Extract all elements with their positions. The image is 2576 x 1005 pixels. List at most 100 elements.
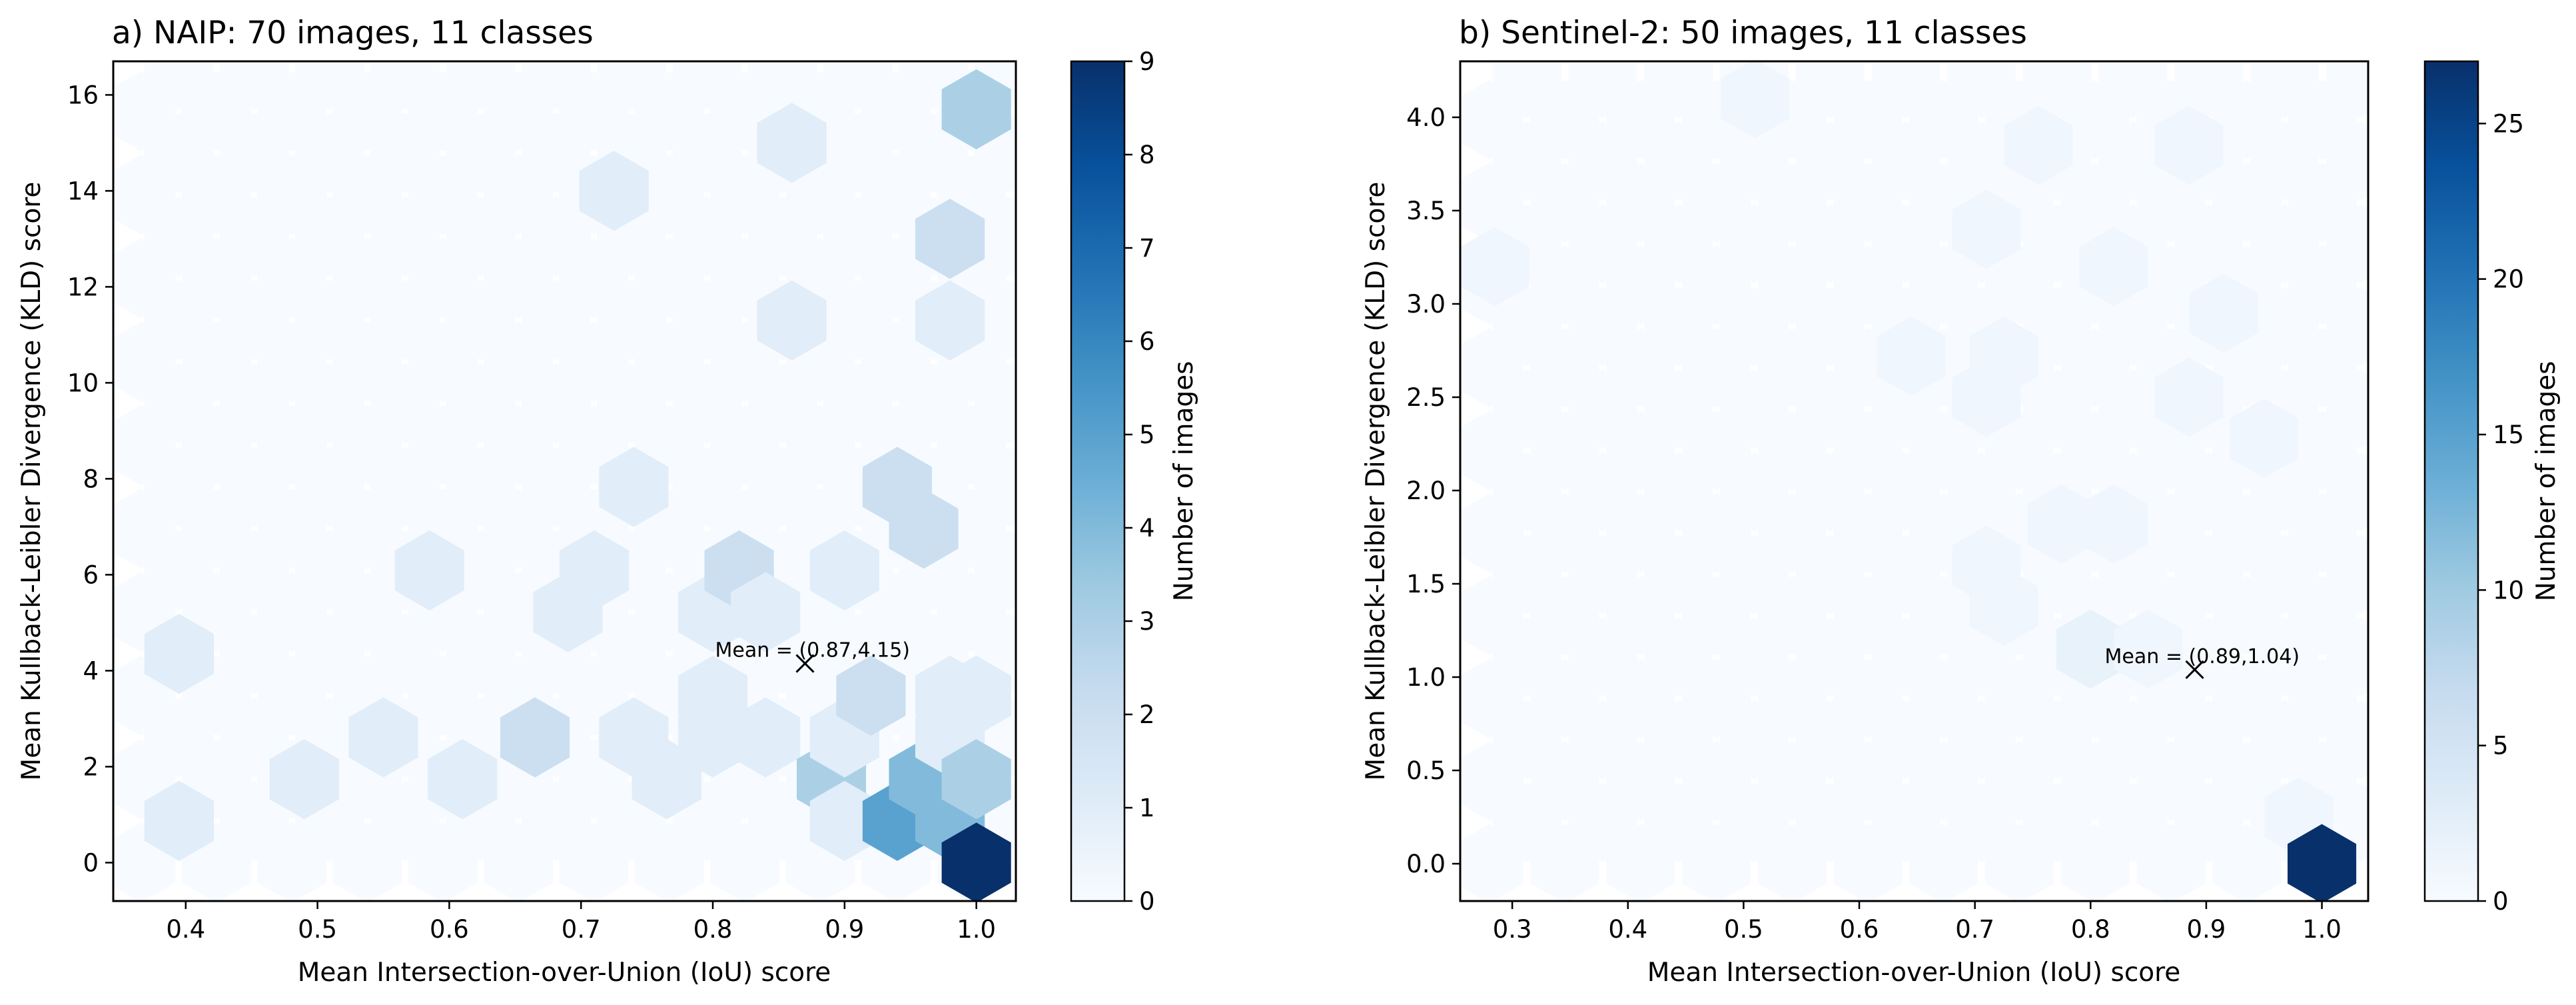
colorbar-label: Number of images [2531,361,2561,602]
chart-title: b) Sentinel-2: 50 images, 11 classes [1459,15,2027,51]
y-axis-label: Mean Kullback-Leibler Divergence (KLD) s… [1361,182,1391,781]
plot-frame [1459,60,2369,902]
hexbin-cell [731,697,801,778]
x-tick-label: 0.5 [1724,915,1763,944]
x-tick-label: 1.0 [2302,915,2342,944]
hexbin-cell [2079,484,2148,564]
hexbin-cell [1877,316,1946,396]
axis-ticks: 0.4 0.5 0.6 0.7 0.8 0.9 1.0 0 2 4 6 8 10 12 14 16 [67,81,996,944]
colorbar-tick-label: 9 [1139,47,1155,76]
x-tick-label: 0.8 [2071,915,2110,944]
x-tick-label: 0.9 [825,915,864,944]
y-tick-label: 12 [67,273,99,301]
hexbin-cell [144,780,214,861]
x-tick-label: 0.4 [166,915,205,944]
hexbin-cell [2154,105,2224,185]
colorbar: 0 5 10 15 20 25 Number of images [2423,60,2561,916]
hexbin-cell [144,614,214,694]
mean-marker [2185,660,2204,679]
hexbin-cell [915,199,985,279]
hexbin-cell [269,739,339,820]
hexbin-cell [1460,227,1529,307]
hexbin-cell [941,822,1011,901]
x-tick-label: 0.8 [693,915,733,944]
hexbin-cell [2288,824,2357,901]
colorbar-tick-label: 5 [2493,732,2509,760]
hexbin-cell [2004,105,2073,185]
y-tick-label: 2 [83,752,99,781]
colorbar-tick-label: 5 [1139,421,1155,449]
y-tick-label: 3.5 [1406,197,1446,225]
hexbin-layer [113,61,1016,901]
hexbin-cell [731,572,801,652]
panel-sentinel2: b) Sentinel-2: 50 images, 11 classes 0.3… [1361,15,2561,988]
colorbar-tick-label: 25 [2493,109,2524,138]
mean-annotation: Mean = (0.87,4.15) [715,639,911,673]
hexbin-cell [559,530,630,611]
y-tick-label: 3.0 [1406,290,1446,319]
x-tick-label: 0.3 [1493,915,1532,944]
colorbar-tick-label: 3 [1139,607,1155,636]
hexbin-cell [599,447,669,527]
x-tick-label: 0.4 [1608,915,1647,944]
hexbin-cell [394,530,464,611]
hexbin-cell [579,151,649,231]
y-tick-label: 14 [67,177,99,205]
hexbin-cell [678,655,748,736]
hexbin-cell [1721,61,1790,139]
x-axis-label: Mean Intersection-over-Union (IoU) score [1647,958,2181,988]
x-tick-label: 0.5 [298,915,337,944]
chart-title: a) NAIP: 70 images, 11 classes [112,15,594,51]
hexbin-cell [941,739,1011,820]
y-tick-label: 0.5 [1406,756,1446,785]
hexbin-cell [941,655,1011,736]
y-tick-label: 1.5 [1406,570,1446,598]
colorbar-tick-label: 6 [1139,327,1155,356]
colorbar-tick-label: 2 [1139,700,1155,729]
colorbar-tick-label: 0 [1139,887,1155,916]
hexbin-cell [2079,227,2148,307]
y-tick-label: 2.0 [1406,477,1446,505]
mean-label: Mean = (0.87,4.15) [715,639,911,662]
hexbin-cell [500,697,570,778]
hexbin-cell [1952,189,2021,269]
plot-frame [112,60,1017,902]
x-axis-label: Mean Intersection-over-Union (IoU) score [298,958,831,988]
y-tick-label: 4 [83,656,99,685]
hexbin-cell [2154,357,2224,437]
colorbar-tick-label: 20 [2493,265,2524,294]
mean-marker [795,654,815,673]
y-tick-label: 10 [67,369,99,397]
x-tick-label: 0.9 [2186,915,2226,944]
panel-naip: a) NAIP: 70 images, 11 classes 0.4 0.5 0.6… [17,15,1199,988]
x-tick-label: 0.6 [430,915,469,944]
colorbar-tick-label: 7 [1139,234,1155,263]
x-tick-label: 0.7 [562,915,601,944]
hexbin-empty [2326,61,2368,119]
mean-label: Mean = (0.89,1.04) [2105,645,2300,668]
y-axis-label: Mean Kullback-Leibler Divergence (KLD) s… [17,182,47,781]
hexbin-cell [889,489,959,569]
y-tick-label: 6 [83,560,99,589]
hexbin-cell [2230,399,2299,479]
colorbar-tick-label: 1 [1139,794,1155,822]
x-tick-label: 0.7 [1955,915,1994,944]
hexbin-cell [915,280,985,361]
hexbin-cell [2056,609,2125,689]
colorbar: 0 1 2 3 4 5 6 7 8 9 Number of images [1070,47,1199,916]
hexbin-cell [809,780,879,861]
colorbar-gradient [1070,60,1126,902]
hexbin-cell [2189,273,2258,353]
colorbar-tick-label: 15 [2493,421,2524,449]
colorbar-tick-label: 0 [2493,887,2509,916]
axis-ticks: 0.3 0.4 0.5 0.6 0.7 0.8 0.9 1.0 0.0 0.5 1.0 1.5 2.0 2… [1406,103,2342,944]
hexbin-cell [2027,484,2096,564]
colorbar-label: Number of images [1169,361,1199,602]
colorbar-tick-label: 4 [1139,514,1155,542]
y-tick-label: 8 [83,465,99,493]
y-tick-label: 16 [67,81,99,109]
y-tick-label: 2.5 [1406,383,1446,412]
y-tick-label: 0.0 [1406,850,1446,878]
hexbin-layer [1460,61,2368,901]
